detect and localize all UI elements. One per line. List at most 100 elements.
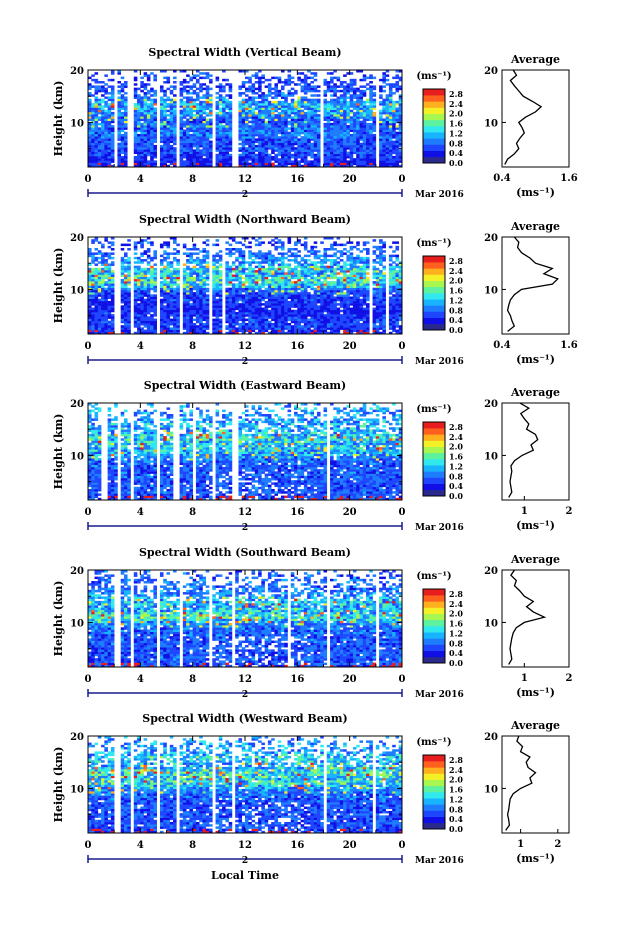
heatmap-cell [163, 149, 167, 152]
heatmap-cell [268, 119, 272, 122]
heatmap-cell [242, 101, 246, 104]
heatmap-cell [382, 77, 386, 80]
heatmap-cell [245, 121, 249, 124]
heatmap-cell [180, 158, 184, 161]
heatmap-cell [167, 127, 171, 130]
heatmap-cell [307, 138, 311, 141]
heatmap-cell [261, 103, 265, 106]
heatmap-cell [150, 288, 154, 291]
heatmap-cell [297, 297, 301, 300]
heatmap-cell [238, 110, 242, 113]
heatmap-cell [363, 123, 367, 126]
heatmap-cell [98, 152, 102, 155]
heatmap-cell [91, 294, 95, 297]
heatmap-cell [153, 112, 157, 115]
heatmap-cell [176, 321, 180, 324]
heatmap-cell [261, 299, 265, 302]
heatmap-cell [395, 74, 399, 77]
heatmap-cell [307, 105, 311, 108]
heatmap-cell [225, 79, 229, 82]
heatmap-cell [134, 323, 138, 326]
heatmap-cell [350, 308, 354, 311]
heatmap-cell [173, 88, 177, 91]
heatmap-cell [111, 119, 115, 122]
heatmap-cell [310, 312, 314, 315]
heatmap-cell [238, 303, 242, 306]
heatmap-cell [124, 125, 128, 128]
heatmap-cell [356, 134, 360, 137]
heatmap-cell [202, 103, 206, 106]
heatmap-cell [333, 125, 337, 128]
heatmap-cell [193, 283, 197, 286]
heatmap-cell [340, 116, 344, 119]
heatmap-cell [281, 132, 285, 135]
heatmap-cell [301, 127, 305, 130]
heatmap-cell [124, 101, 128, 104]
heatmap-cell [337, 79, 341, 82]
heatmap-cell [225, 83, 229, 86]
heatmap-cell [189, 85, 193, 88]
heatmap-cell [343, 101, 347, 104]
heatmap-cell [288, 160, 292, 163]
heatmap-cell [314, 94, 318, 97]
heatmap-cell [160, 316, 164, 319]
heatmap-cell [359, 125, 363, 128]
heatmap-cell [242, 323, 246, 326]
heatmap-cell [327, 288, 331, 291]
heatmap-cell [324, 294, 328, 297]
heatmap-cell [88, 107, 92, 110]
heatmap-cell [95, 125, 99, 128]
average-profile-line [505, 70, 541, 164]
heatmap-cell [147, 323, 151, 326]
heatmap-cell [271, 134, 275, 137]
heatmap-cell [281, 123, 285, 126]
heatmap-cell [255, 130, 259, 133]
heatmap-cell [350, 323, 354, 326]
heatmap-cell [167, 110, 171, 113]
heatmap-cell [320, 310, 324, 313]
heatmap-cell [284, 141, 288, 144]
heatmap-cell [288, 154, 292, 157]
heatmap-cell [160, 288, 164, 291]
heatmap-cell [301, 141, 305, 144]
heatmap-cell [291, 143, 295, 146]
heatmap-cell [307, 299, 311, 302]
y-tick-label: 10 [70, 118, 84, 129]
heatmap-cell [327, 72, 331, 75]
heatmap-cell [140, 145, 144, 148]
heatmap-cell [389, 90, 393, 93]
heatmap-cell [95, 152, 99, 155]
heatmap-cell [288, 149, 292, 152]
heatmap-cell [91, 136, 95, 139]
heatmap-cell [140, 303, 144, 306]
heatmap-cell [346, 92, 350, 95]
heatmap-cell [327, 297, 331, 300]
heatmap-cell [258, 305, 262, 308]
heatmap-cell [170, 152, 174, 155]
heatmap-cell [359, 99, 363, 102]
heatmap-cell [88, 83, 92, 86]
heatmap-cell [147, 74, 151, 77]
heatmap-cell [170, 85, 174, 88]
heatmap-cell [268, 160, 272, 163]
heatmap-cell [170, 114, 174, 117]
heatmap-cell [124, 127, 128, 130]
heatmap-cell [134, 301, 138, 304]
heatmap-cell [255, 294, 259, 297]
heatmap-cell [343, 319, 347, 322]
heatmap-cell [209, 158, 213, 161]
heatmap-cell [216, 116, 220, 119]
heatmap-cell [216, 92, 220, 95]
heatmap-cell [317, 99, 321, 102]
heatmap-cell [395, 316, 399, 319]
heatmap-cell [379, 325, 383, 328]
heatmap-cell [304, 305, 308, 308]
heatmap-cell [366, 321, 370, 324]
heatmap-cell [359, 314, 363, 317]
heatmap-cell [173, 114, 177, 117]
heatmap-cell [104, 158, 108, 161]
heatmap-cell [301, 114, 305, 117]
heatmap-cell [369, 85, 373, 88]
heatmap-cell [173, 149, 177, 152]
heatmap-cell [180, 116, 184, 119]
